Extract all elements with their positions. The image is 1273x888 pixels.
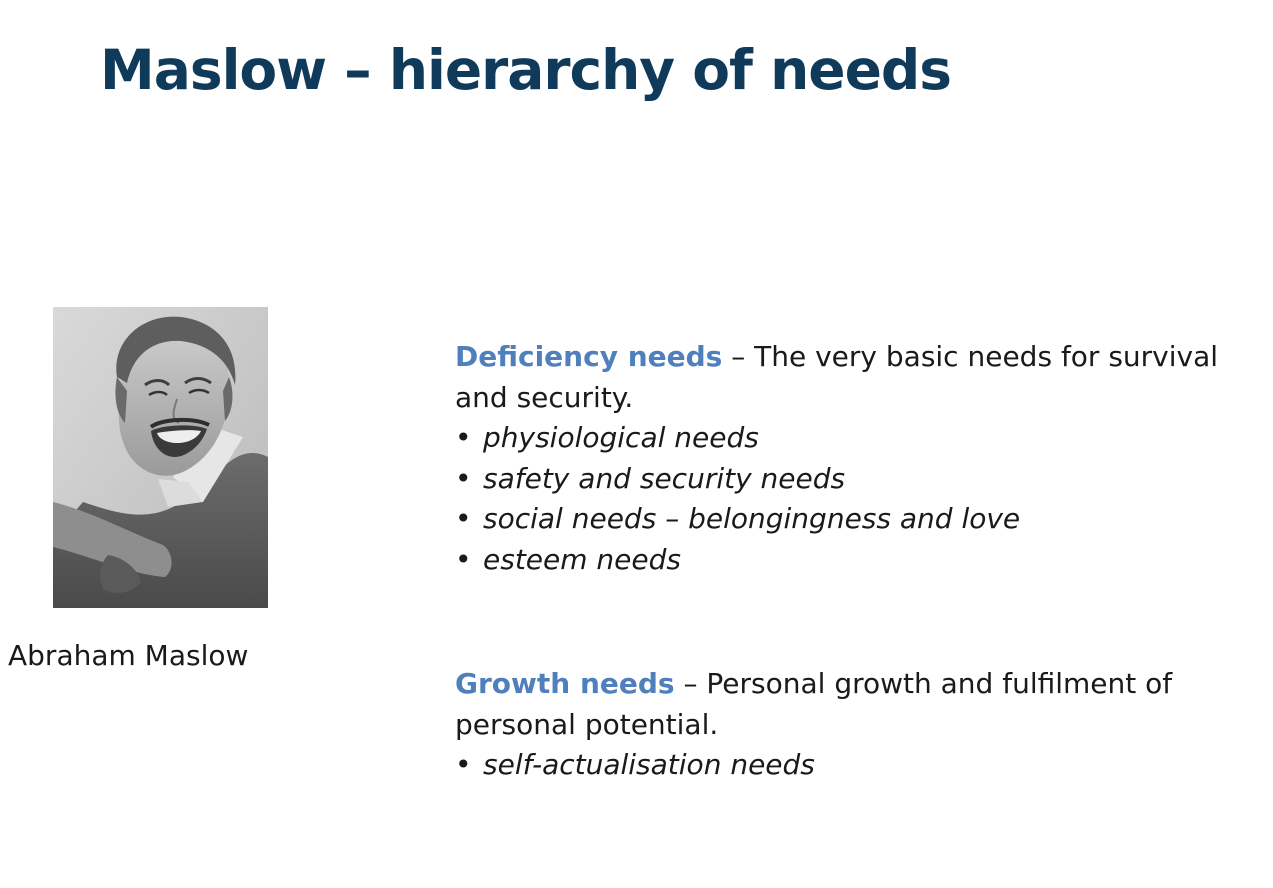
deficiency-needs-block: Deficiency needs – The very basic needs … [455, 337, 1255, 580]
growth-needs-description: – Personal growth and fulfilment of pers… [455, 667, 1173, 741]
list-item-text: esteem needs [483, 542, 681, 576]
deficiency-needs-heading: Deficiency needs [455, 340, 723, 373]
deficiency-needs-lead: Deficiency needs – The very basic needs … [455, 337, 1255, 418]
bullet-icon: • [455, 421, 472, 454]
list-item-text: safety and security needs [483, 461, 846, 495]
bullet-icon: • [455, 461, 472, 495]
growth-needs-list: • self-actualisation needs [455, 745, 1255, 786]
list-item: • social needs – belongingness and love [455, 499, 1255, 540]
deficiency-needs-list: • physiological needs • safety and securit… [455, 418, 1255, 580]
list-item-text: physiological needs [483, 421, 759, 454]
deficiency-needs-description: – The very basic needs for survival and … [455, 340, 1219, 414]
growth-needs-block: Growth needs – Personal growth and fulfi… [455, 664, 1255, 786]
bullet-icon: • [455, 502, 472, 535]
list-item: • esteem needs [455, 540, 1255, 581]
list-item: • self-actualisation needs [455, 745, 1255, 786]
list-item-text: social needs – belongingness and love [483, 502, 1021, 535]
list-item-text: self-actualisation needs [483, 748, 815, 781]
list-item: • physiological needs [455, 418, 1255, 459]
slide-title: Maslow – hierarchy of needs [100, 38, 952, 102]
bullet-icon: • [455, 542, 472, 576]
list-item: • safety and security needs [455, 459, 1255, 500]
growth-needs-lead: Growth needs – Personal growth and fulfi… [455, 664, 1255, 745]
bullet-icon: • [455, 748, 472, 781]
portrait-photo [53, 307, 268, 608]
portrait-caption: Abraham Maslow [8, 639, 249, 672]
growth-needs-heading: Growth needs [455, 667, 675, 700]
